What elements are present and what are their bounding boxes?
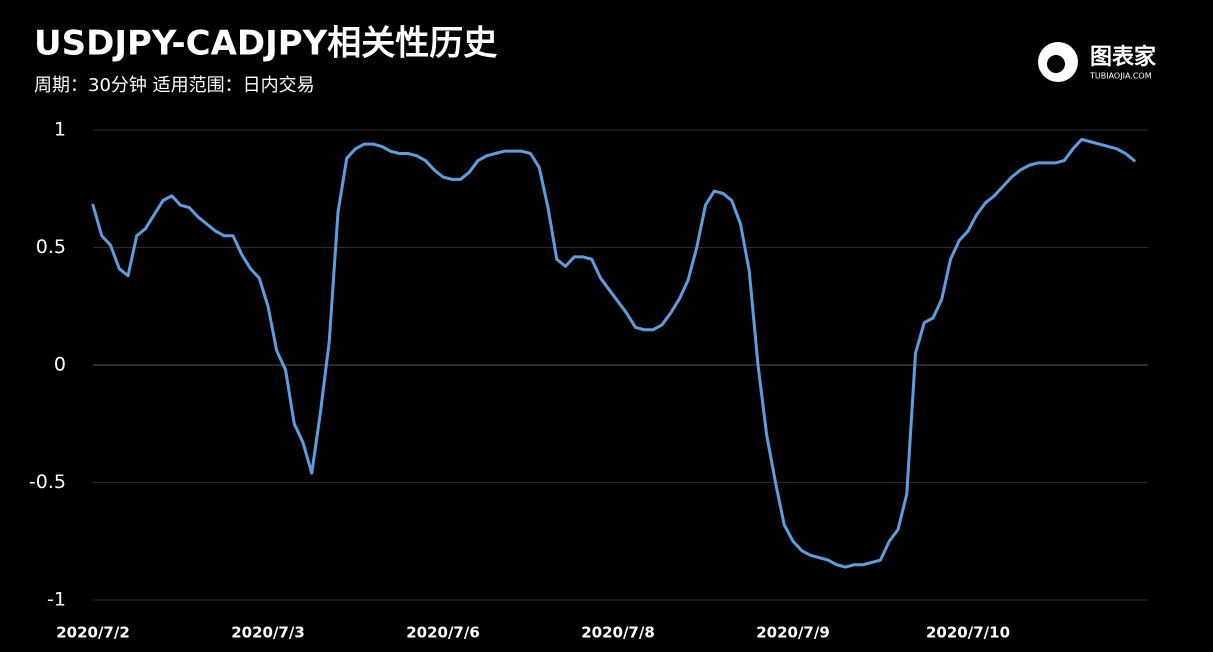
y-tick-label: 0.5 — [36, 236, 66, 258]
x-tick-label: 2020/7/9 — [756, 624, 830, 642]
y-tick-label: -1 — [47, 589, 66, 611]
logo-icon-eye — [1047, 55, 1065, 73]
y-tick-label: -0.5 — [29, 471, 66, 493]
chart-subtitle: 周期：30分钟 适用范围：日内交易 — [34, 75, 315, 96]
logo: 图表家 TUBIAOJIA.COM — [1038, 42, 1157, 82]
y-tick-label: 1 — [54, 119, 66, 141]
logo-site: TUBIAOJIA.COM — [1089, 72, 1152, 81]
line-series — [91, 137, 1136, 569]
x-tick-label: 2020/7/6 — [406, 624, 480, 642]
chart-title: USDJPY-CADJPY相关性历史 — [34, 24, 497, 64]
x-tick-label: 2020/7/3 — [231, 624, 305, 642]
x-tick-label: 2020/7/10 — [926, 624, 1010, 642]
x-tick-label: 2020/7/2 — [56, 624, 130, 642]
y-tick-label: 0 — [54, 354, 66, 376]
x-tick-label: 2020/7/8 — [581, 624, 655, 642]
logo-name: 图表家 — [1090, 44, 1157, 70]
